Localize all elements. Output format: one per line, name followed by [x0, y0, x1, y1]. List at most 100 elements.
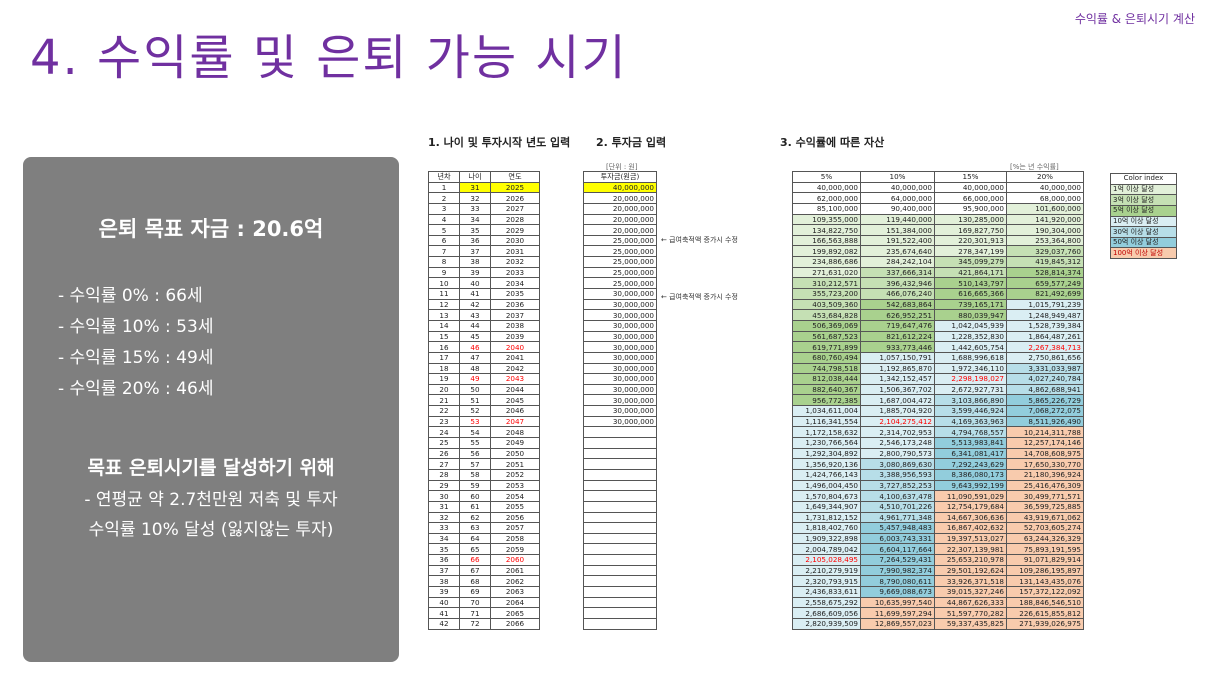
investment-cell[interactable]: [583, 617, 657, 630]
age-table-cell: 2064: [490, 596, 540, 609]
investment-cell[interactable]: [583, 607, 657, 619]
investment-cell[interactable]: [583, 511, 657, 524]
investment-cell[interactable]: 25,000,000: [583, 266, 657, 279]
investment-cell[interactable]: [583, 575, 657, 587]
investment-cell[interactable]: [583, 586, 657, 598]
table-row: 62,000,000 64,000,000 66,000,000 68,000,000: [792, 192, 1084, 204]
table-row: 31 61 2055: [428, 500, 540, 513]
investment-cell[interactable]: [583, 426, 657, 438]
age-table-cell: 40: [459, 277, 491, 290]
returns-cell: 21,180,396,924: [1006, 468, 1084, 481]
investment-cell[interactable]: 20,000,000: [583, 213, 657, 226]
investment-cell[interactable]: [583, 447, 657, 460]
age-table-cell: 2052: [490, 468, 540, 481]
investment-cell[interactable]: 30,000,000: [583, 319, 657, 332]
table-row: 21 51 2045: [428, 394, 540, 407]
investment-cell[interactable]: 20,000,000: [583, 224, 657, 236]
age-table-cell: 11: [428, 288, 460, 300]
table-row: 36 66 2060: [428, 554, 540, 566]
investment-cell[interactable]: 30,000,000: [583, 330, 657, 343]
investment-cell[interactable]: [583, 458, 657, 470]
returns-cell: 3,080,869,630: [860, 458, 935, 470]
returns-cell: 1,496,004,450: [792, 479, 861, 492]
returns-cell: 2,558,675,292: [792, 596, 861, 609]
age-table-cell: 2030: [490, 234, 540, 247]
investment-cell[interactable]: [583, 543, 657, 556]
returns-cell: 151,384,000: [860, 224, 935, 236]
returns-cell: 1,015,791,239: [1006, 298, 1084, 311]
investment-cell[interactable]: 30,000,000: [583, 362, 657, 375]
returns-cell: 109,355,000: [792, 213, 861, 226]
investment-cell[interactable]: 30,000,000: [583, 415, 657, 428]
returns-cell: 226,615,855,812: [1006, 607, 1084, 619]
legend-row: 100억 이상 달성: [1110, 247, 1177, 260]
returns-cell: 199,892,082: [792, 245, 861, 258]
table-row: 25,000,000: [583, 256, 657, 268]
investment-cell[interactable]: [583, 500, 657, 513]
table-row: 20,000,000: [583, 224, 657, 236]
investment-cell[interactable]: [583, 468, 657, 481]
investment-cell[interactable]: 40,000,000: [583, 181, 657, 194]
age-table-cell: 2065: [490, 607, 540, 619]
returns-cell: 739,165,171: [934, 298, 1007, 311]
investment-cell[interactable]: 30,000,000: [583, 351, 657, 364]
table-row: 2,105,028,495 7,264,529,431 25,653,210,978…: [792, 554, 1084, 566]
table-row: 40 70 2064: [428, 596, 540, 609]
returns-cell: 1,228,352,830: [934, 330, 1007, 343]
investment-cell[interactable]: 25,000,000: [583, 277, 657, 290]
returns-cell: 329,037,760: [1006, 245, 1084, 258]
returns-cell: 119,440,000: [860, 213, 935, 226]
returns-cell: 466,076,240: [860, 288, 935, 300]
table-row: 33 63 2057: [428, 522, 540, 534]
investment-cell[interactable]: [583, 437, 657, 449]
age-table-cell: 40: [428, 596, 460, 609]
age-table-cell: 58: [459, 468, 491, 481]
age-table-cell: 36: [428, 554, 460, 566]
age-table-cell: 53: [459, 415, 491, 428]
investment-cell[interactable]: 30,000,000: [583, 373, 657, 385]
age-table-cell: 2043: [490, 373, 540, 385]
age-table-cell: 2053: [490, 479, 540, 492]
investment-cell[interactable]: [583, 564, 657, 577]
investment-cell[interactable]: [583, 479, 657, 492]
returns-cell: 10,635,997,540: [860, 596, 935, 609]
returns-cell: 1,172,158,632: [792, 426, 861, 438]
investment-cell[interactable]: [583, 532, 657, 545]
investment-cell[interactable]: [583, 554, 657, 566]
investment-cell[interactable]: 30,000,000: [583, 309, 657, 321]
legend-item: 30억 이상 달성: [1110, 226, 1177, 238]
age-table-cell[interactable]: 31: [459, 181, 491, 194]
investment-cell[interactable]: 20,000,000: [583, 202, 657, 215]
table-row: 40,000,000: [583, 181, 657, 194]
investment-cell[interactable]: [583, 522, 657, 534]
table-row: 30 60 2054: [428, 490, 540, 502]
investment-cell[interactable]: 30,000,000: [583, 394, 657, 407]
investment-cell[interactable]: [583, 490, 657, 502]
age-table-cell: 72: [459, 617, 491, 630]
investment-cell[interactable]: 25,000,000: [583, 256, 657, 268]
returns-cell: 85,100,000: [792, 202, 861, 215]
investment-cell[interactable]: 25,000,000: [583, 245, 657, 258]
investment-cell[interactable]: 30,000,000: [583, 383, 657, 396]
age-table-cell[interactable]: 2025: [490, 181, 540, 194]
returns-cell: 40,000,000: [792, 181, 861, 194]
age-table-cell: 36: [459, 234, 491, 247]
table-row: 25,000,000: [583, 266, 657, 279]
table-row: [583, 426, 657, 438]
returns-cell: 4,510,701,226: [860, 500, 935, 513]
investment-cell[interactable]: 30,000,000: [583, 298, 657, 311]
returns-cell: 2,686,609,056: [792, 607, 861, 619]
investment-cell[interactable]: 25,000,000: [583, 234, 657, 247]
investment-cell[interactable]: 30,000,000: [583, 341, 657, 353]
investment-cell[interactable]: 30,000,000: [583, 405, 657, 417]
returns-cell: 2,314,702,953: [860, 426, 935, 438]
returns-cell: 6,003,743,331: [860, 532, 935, 545]
table-row: 1,818,402,760 5,457,948,483 16,867,402,632…: [792, 522, 1084, 534]
returns-cell: 22,307,139,981: [934, 543, 1007, 556]
legend-row: 30억 이상 달성: [1110, 226, 1177, 238]
age-table-cell: 35: [428, 543, 460, 556]
investment-cell[interactable]: 20,000,000: [583, 192, 657, 204]
investment-cell[interactable]: [583, 596, 657, 609]
table-row: 1 31 2025: [428, 181, 540, 194]
investment-cell[interactable]: 30,000,000: [583, 288, 657, 300]
